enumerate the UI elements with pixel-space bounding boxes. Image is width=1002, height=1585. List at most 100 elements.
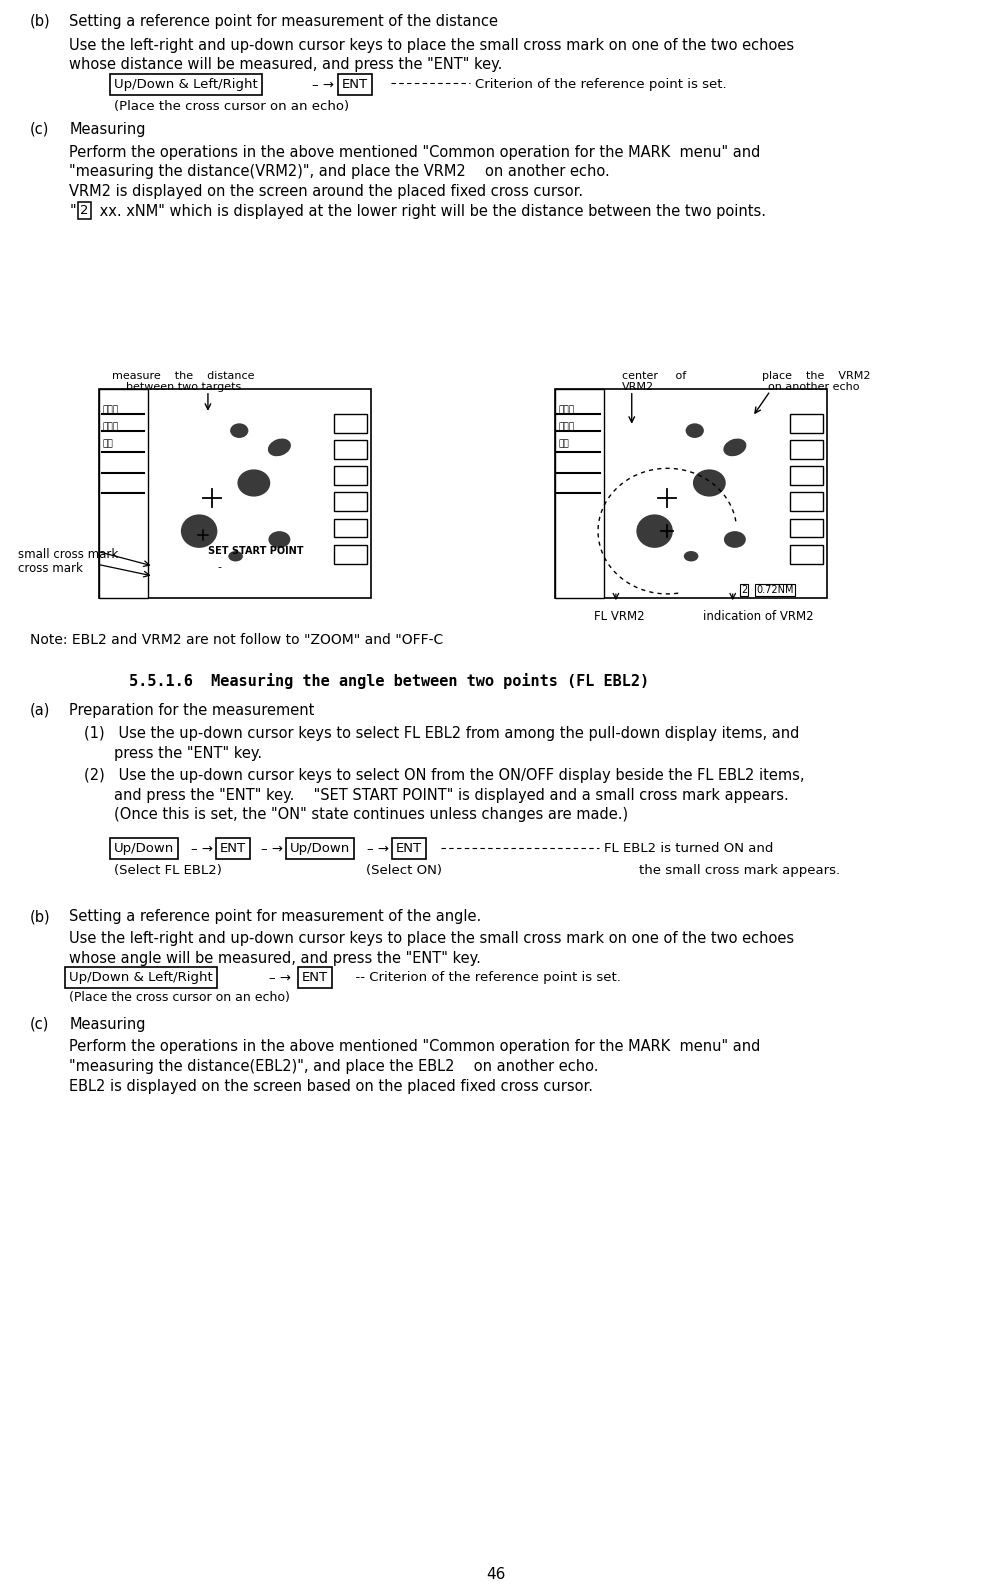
Text: VRM2 is displayed on the screen around the placed fixed cross cursor.: VRM2 is displayed on the screen around t… (69, 184, 583, 200)
Bar (790, 441, 823, 460)
Bar (790, 414, 823, 433)
Ellipse shape (723, 531, 745, 548)
Text: measure    the    distance: measure the distance (112, 371, 255, 380)
Text: center     of: center of (622, 371, 686, 380)
Bar (790, 466, 823, 485)
Text: SET START POINT: SET START POINT (208, 545, 304, 556)
Text: the small cross mark appears.: the small cross mark appears. (638, 864, 840, 877)
Text: Criterion of the reference point is set.: Criterion of the reference point is set. (475, 78, 726, 90)
Text: Preparation for the measurement: Preparation for the measurement (69, 702, 315, 718)
Ellipse shape (723, 439, 746, 456)
Text: whose distance will be measured, and press the "ENT" key.: whose distance will be measured, and pre… (69, 57, 503, 71)
Bar (99, 388, 372, 598)
Text: (Select FL EBL2): (Select FL EBL2) (114, 864, 221, 877)
Text: Measuring: Measuring (69, 1018, 146, 1032)
Text: on another echo: on another echo (769, 382, 860, 391)
Text: Up/Down & Left/Right: Up/Down & Left/Right (69, 972, 213, 984)
Text: (Place the cross cursor on an echo): (Place the cross cursor on an echo) (114, 100, 349, 113)
Ellipse shape (693, 469, 725, 496)
Text: xx. xNM" which is displayed at the lower right will be the distance between the : xx. xNM" which is displayed at the lower… (95, 204, 767, 219)
Text: ．７５: ．７５ (103, 406, 119, 415)
Ellipse shape (237, 469, 271, 496)
Bar (790, 545, 823, 564)
Bar (335, 414, 368, 433)
Ellipse shape (230, 423, 248, 437)
Text: – →: – → (191, 843, 213, 856)
Text: (c): (c) (30, 122, 49, 136)
Ellipse shape (181, 515, 217, 548)
Text: Up/Down: Up/Down (291, 842, 351, 856)
Bar (335, 518, 368, 537)
Ellipse shape (636, 515, 673, 548)
Text: ＨＵ: ＨＵ (558, 439, 569, 449)
Text: (Place the cross cursor on an echo): (Place the cross cursor on an echo) (69, 991, 291, 1003)
Bar (335, 441, 368, 460)
Text: between two targets: between two targets (125, 382, 240, 391)
Text: Use the left-right and up-down cursor keys to place the small cross mark on one : Use the left-right and up-down cursor ke… (69, 930, 795, 946)
Text: ": " (69, 204, 76, 219)
Text: 46: 46 (486, 1568, 506, 1582)
Text: Note: EBL2 and VRM2 are not follow to "ZOOM" and "OFF-C: Note: EBL2 and VRM2 are not follow to "Z… (30, 632, 443, 647)
Bar (554, 388, 603, 598)
Text: 5.5.1.6  Measuring the angle between two points (FL EBL2): 5.5.1.6 Measuring the angle between two … (128, 674, 649, 689)
Text: (1)   Use the up-down cursor keys to select FL EBL2 from among the pull-down dis: (1) Use the up-down cursor keys to selec… (84, 726, 800, 740)
Text: ．２５: ．２５ (103, 422, 119, 431)
Ellipse shape (685, 423, 703, 437)
Text: Use the left-right and up-down cursor keys to place the small cross mark on one : Use the left-right and up-down cursor ke… (69, 38, 795, 52)
Text: (c): (c) (30, 1018, 49, 1032)
Bar (335, 493, 368, 512)
Text: Perform the operations in the above mentioned "Common operation for the MARK  me: Perform the operations in the above ment… (69, 144, 761, 160)
Text: ENT: ENT (342, 78, 368, 90)
Text: Measuring: Measuring (69, 122, 146, 136)
Text: VRM2: VRM2 (622, 382, 654, 391)
Text: – →: – → (368, 843, 390, 856)
Text: ENT: ENT (219, 842, 245, 856)
Ellipse shape (683, 552, 698, 561)
Text: 2: 2 (80, 204, 89, 217)
Text: and press the "ENT" key.  "SET START POINT" is displayed and a small cross mark : and press the "ENT" key. "SET START POIN… (114, 788, 789, 802)
Bar (335, 545, 368, 564)
Text: press the "ENT" key.: press the "ENT" key. (114, 745, 262, 761)
Text: Up/Down: Up/Down (114, 842, 174, 856)
Text: "measuring the distance(VRM2)", and place the VRM2  on another echo.: "measuring the distance(VRM2)", and plac… (69, 165, 610, 179)
Text: (2)   Use the up-down cursor keys to select ON from the ON/OFF display beside th: (2) Use the up-down cursor keys to selec… (84, 767, 805, 783)
Text: -: - (217, 563, 221, 572)
Text: EBL2 is displayed on the screen based on the placed fixed cross cursor.: EBL2 is displayed on the screen based on… (69, 1079, 593, 1094)
Text: 2: 2 (741, 585, 747, 594)
Text: (b): (b) (30, 910, 50, 924)
Ellipse shape (268, 439, 291, 456)
Text: "measuring the distance(EBL2)", and place the EBL2  on another echo.: "measuring the distance(EBL2)", and plac… (69, 1059, 599, 1073)
Bar (554, 388, 827, 598)
Text: Perform the operations in the above mentioned "Common operation for the MARK  me: Perform the operations in the above ment… (69, 1038, 761, 1054)
Text: ENT: ENT (396, 842, 422, 856)
Text: ．２５: ．２５ (558, 422, 574, 431)
Text: (b): (b) (30, 14, 50, 29)
Ellipse shape (269, 531, 291, 548)
Bar (335, 466, 368, 485)
Text: cross mark: cross mark (18, 563, 83, 575)
Ellipse shape (228, 552, 242, 561)
Text: Up/Down & Left/Right: Up/Down & Left/Right (114, 78, 258, 90)
Text: indication of VRM2: indication of VRM2 (703, 610, 814, 623)
Text: (a): (a) (30, 702, 50, 718)
Bar (790, 518, 823, 537)
Text: FL EBL2 is turned ON and: FL EBL2 is turned ON and (604, 842, 774, 856)
Bar (99, 388, 148, 598)
Text: (Select ON): (Select ON) (367, 864, 442, 877)
Bar (790, 493, 823, 512)
Text: place    the    VRM2: place the VRM2 (763, 371, 871, 380)
Text: – →: – → (312, 79, 334, 92)
Text: – →: – → (262, 843, 284, 856)
Text: ENT: ENT (302, 972, 328, 984)
Text: Setting a reference point for measurement of the distance: Setting a reference point for measuremen… (69, 14, 498, 29)
Text: small cross mark: small cross mark (18, 548, 118, 561)
Text: – →: – → (270, 972, 292, 984)
Text: 0.72NM: 0.72NM (757, 585, 794, 594)
Text: ．７５: ．７５ (558, 406, 574, 415)
Text: Setting a reference point for measurement of the angle.: Setting a reference point for measuremen… (69, 910, 482, 924)
Text: whose angle will be measured, and press the "ENT" key.: whose angle will be measured, and press … (69, 951, 481, 965)
Text: (Once this is set, the "ON" state continues unless changes are made.): (Once this is set, the "ON" state contin… (114, 807, 628, 823)
Text: -- Criterion of the reference point is set.: -- Criterion of the reference point is s… (347, 972, 620, 984)
Text: ＨＵ: ＨＵ (103, 439, 114, 449)
Text: FL VRM2: FL VRM2 (594, 610, 644, 623)
